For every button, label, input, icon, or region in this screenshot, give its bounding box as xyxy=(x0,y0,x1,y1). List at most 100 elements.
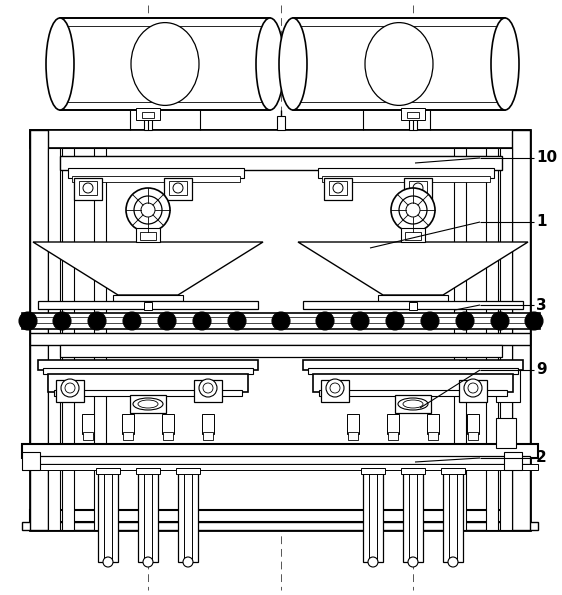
Bar xyxy=(387,414,399,434)
Ellipse shape xyxy=(256,18,284,110)
Circle shape xyxy=(464,379,482,397)
Ellipse shape xyxy=(365,23,433,105)
Circle shape xyxy=(399,196,427,224)
Ellipse shape xyxy=(403,400,423,408)
Ellipse shape xyxy=(133,398,163,410)
Bar xyxy=(369,472,377,562)
Bar xyxy=(30,130,530,148)
Ellipse shape xyxy=(138,400,158,408)
Bar xyxy=(163,432,173,440)
Circle shape xyxy=(468,383,478,393)
Circle shape xyxy=(351,312,369,330)
Bar xyxy=(348,432,358,440)
Circle shape xyxy=(491,312,509,330)
Bar xyxy=(38,360,258,370)
Text: 1: 1 xyxy=(536,215,546,230)
Polygon shape xyxy=(33,242,263,295)
Circle shape xyxy=(333,183,343,193)
Bar xyxy=(409,116,417,130)
Circle shape xyxy=(456,312,474,330)
Circle shape xyxy=(330,383,340,393)
Bar xyxy=(136,228,160,242)
Bar xyxy=(43,368,253,374)
Bar xyxy=(142,112,154,118)
Circle shape xyxy=(413,183,423,193)
Bar xyxy=(322,176,490,182)
Bar xyxy=(162,414,174,434)
Bar xyxy=(293,18,505,110)
Bar xyxy=(48,374,248,392)
Bar xyxy=(136,468,160,474)
Bar xyxy=(363,472,383,562)
Bar xyxy=(404,178,432,200)
Bar xyxy=(329,181,347,195)
Bar xyxy=(30,510,530,522)
Bar xyxy=(22,313,540,329)
Circle shape xyxy=(408,557,418,567)
Bar xyxy=(60,156,502,170)
Circle shape xyxy=(368,557,378,567)
Circle shape xyxy=(326,379,344,397)
Circle shape xyxy=(228,312,246,330)
Bar xyxy=(38,148,522,156)
Text: 3: 3 xyxy=(536,298,547,312)
Text: 2: 2 xyxy=(536,450,547,465)
Bar xyxy=(30,456,530,464)
Circle shape xyxy=(183,557,193,567)
Bar xyxy=(178,472,198,562)
Bar xyxy=(409,472,417,562)
Bar xyxy=(22,444,538,458)
Bar xyxy=(409,302,417,310)
Bar xyxy=(401,228,425,242)
Polygon shape xyxy=(298,242,528,295)
Circle shape xyxy=(126,188,170,232)
Circle shape xyxy=(272,312,290,330)
Bar xyxy=(74,178,102,200)
Circle shape xyxy=(525,312,543,330)
Bar xyxy=(60,18,270,110)
Ellipse shape xyxy=(131,23,199,105)
Bar xyxy=(82,414,94,434)
Bar xyxy=(22,317,540,323)
Bar xyxy=(500,148,512,530)
Bar xyxy=(441,468,465,474)
Ellipse shape xyxy=(491,18,519,110)
Bar xyxy=(30,130,48,530)
Ellipse shape xyxy=(279,18,307,110)
Circle shape xyxy=(316,312,334,330)
Bar xyxy=(104,472,112,562)
Bar xyxy=(144,302,152,310)
Bar xyxy=(496,418,516,448)
Circle shape xyxy=(53,312,71,330)
Bar xyxy=(22,464,538,470)
Text: 10: 10 xyxy=(536,151,557,165)
Bar xyxy=(130,395,166,413)
Bar xyxy=(395,395,431,413)
Bar xyxy=(467,414,479,434)
Bar xyxy=(303,360,523,370)
Ellipse shape xyxy=(46,18,74,110)
Circle shape xyxy=(61,379,79,397)
Bar xyxy=(194,380,222,402)
Circle shape xyxy=(193,312,211,330)
Bar xyxy=(122,414,134,434)
Bar xyxy=(68,168,244,178)
Bar xyxy=(318,168,494,178)
Bar xyxy=(378,295,448,301)
Bar xyxy=(123,432,133,440)
Bar xyxy=(54,390,242,396)
Bar xyxy=(62,148,74,530)
Circle shape xyxy=(19,312,37,330)
Bar xyxy=(303,301,523,309)
Bar xyxy=(98,472,118,562)
Bar xyxy=(176,468,200,474)
Bar xyxy=(321,380,349,402)
Bar xyxy=(96,468,120,474)
Circle shape xyxy=(103,557,113,567)
Circle shape xyxy=(65,383,75,393)
Circle shape xyxy=(199,379,217,397)
Bar xyxy=(403,472,423,562)
Circle shape xyxy=(83,183,93,193)
Bar xyxy=(454,148,466,530)
Bar xyxy=(30,333,530,345)
